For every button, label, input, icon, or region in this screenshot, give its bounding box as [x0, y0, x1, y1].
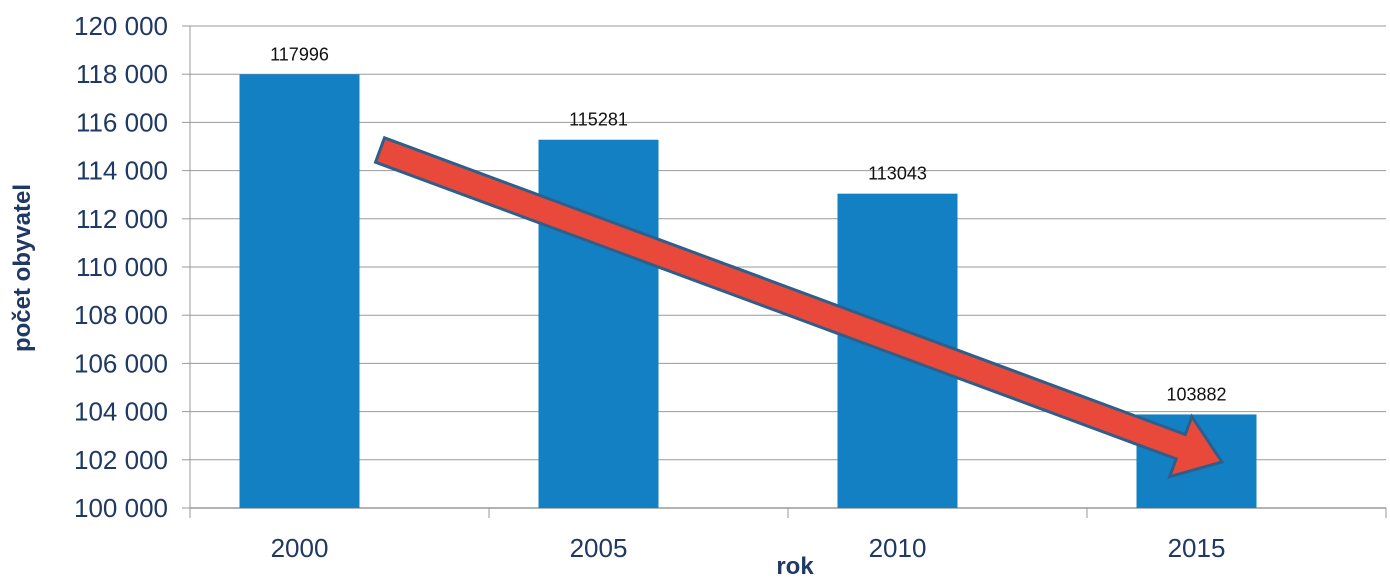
x-tick-label-2015: 2015: [1168, 533, 1226, 563]
trend-arrow: [373, 135, 1225, 479]
y-tick-label: 102 000: [74, 445, 168, 475]
data-label-2015: 103882: [1166, 384, 1226, 404]
data-label-2000: 117996: [270, 44, 329, 64]
data-label-2010: 113043: [868, 164, 927, 184]
y-tick-label: 106 000: [74, 348, 168, 378]
y-tick-label: 110 000: [76, 252, 168, 282]
x-tick-label-2005: 2005: [570, 533, 628, 563]
gridlines: [190, 25, 1386, 461]
data-labels: 117996 115281 113043 103882: [270, 44, 1226, 404]
y-tick-label: 108 000: [74, 300, 168, 330]
y-tick-label: 104 000: [74, 397, 168, 427]
y-tick-label: 100 000: [74, 493, 168, 523]
x-axis-title: rok: [776, 553, 814, 578]
y-tick-label: 120 000: [74, 11, 168, 41]
y-tick-label: 114 000: [76, 156, 168, 186]
y-tick-label: 118 000: [76, 59, 168, 89]
y-axis-title: počet obyvatel: [9, 184, 36, 352]
bar-2005: [538, 139, 659, 508]
y-tick-label: 116 000: [76, 107, 168, 137]
bar-2000: [239, 74, 360, 509]
axes: 100 000 102 000 104 000 106 000 108 000 110 0…: [74, 11, 1387, 563]
y-tick-label: 112 000: [76, 204, 168, 234]
data-label-2005: 115281: [569, 110, 628, 130]
x-tick-label-2010: 2010: [869, 533, 927, 563]
x-tick-label-2000: 2000: [271, 533, 329, 563]
trend-arrow-icon: [373, 135, 1225, 479]
